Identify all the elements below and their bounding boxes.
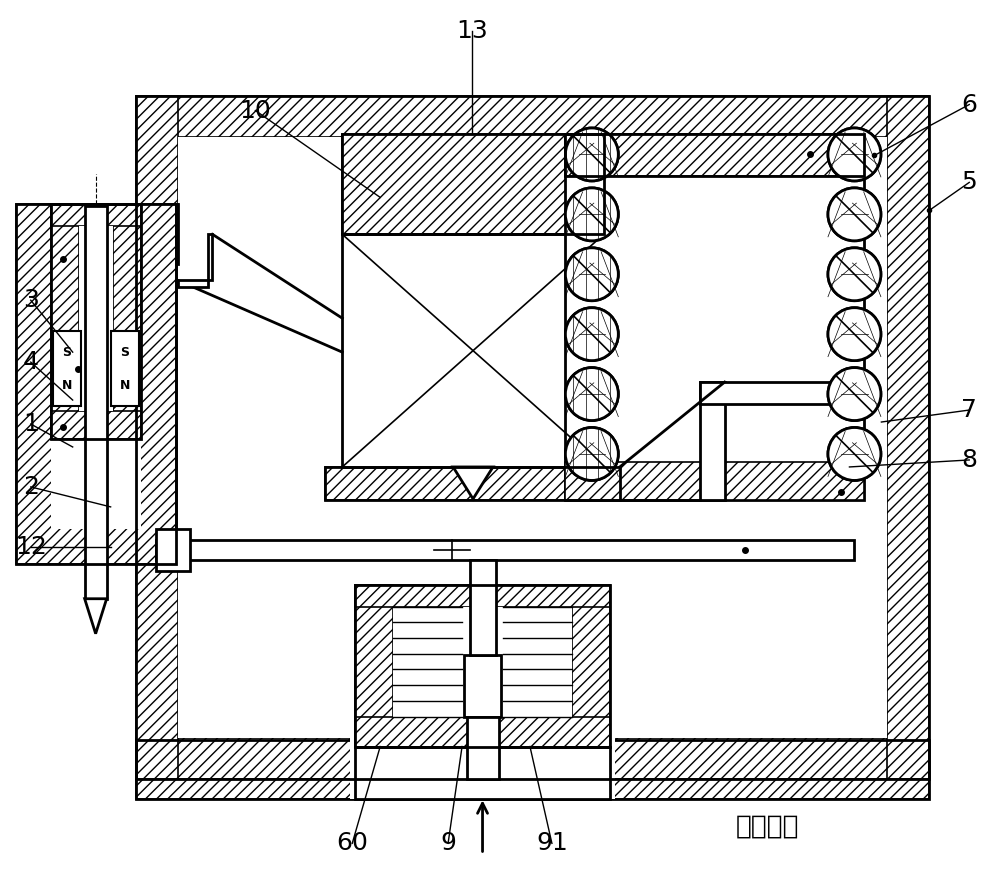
Bar (342, 134, 604, 235)
Text: 10: 10 (240, 99, 271, 123)
Bar (464, 655, 501, 717)
Circle shape (565, 427, 618, 480)
Bar (85, 207, 107, 599)
Bar (355, 585, 393, 746)
Circle shape (828, 128, 881, 181)
Bar (156, 528, 190, 571)
Bar (176, 204, 178, 264)
Bar (136, 738, 929, 780)
Text: 6: 6 (961, 92, 977, 117)
Bar (325, 467, 620, 500)
Bar (350, 734, 615, 800)
Bar (887, 96, 929, 780)
Bar (565, 134, 864, 176)
Circle shape (828, 427, 881, 480)
Text: 5: 5 (961, 170, 977, 194)
Bar (342, 235, 604, 467)
Bar (176, 204, 178, 264)
Text: 入口压力: 入口压力 (736, 814, 799, 840)
Bar (51, 411, 141, 439)
Text: N: N (62, 378, 72, 392)
Polygon shape (178, 235, 212, 287)
Circle shape (828, 368, 881, 420)
Text: 1: 1 (23, 412, 39, 436)
Text: 9: 9 (440, 831, 456, 855)
Bar (565, 462, 864, 500)
Bar (51, 239, 141, 528)
Bar (51, 204, 141, 227)
Text: N: N (119, 378, 130, 392)
Bar (700, 382, 864, 404)
Bar (565, 134, 864, 500)
Circle shape (565, 187, 618, 241)
Bar (79, 227, 113, 411)
Text: 7: 7 (961, 398, 977, 422)
Circle shape (828, 308, 881, 361)
Circle shape (565, 248, 618, 301)
Circle shape (565, 368, 618, 420)
Circle shape (828, 248, 881, 301)
Text: S: S (62, 345, 71, 358)
Text: 2: 2 (23, 475, 39, 499)
Text: 12: 12 (15, 535, 47, 559)
Bar (136, 739, 929, 800)
Circle shape (565, 308, 618, 361)
Bar (156, 540, 854, 560)
Bar (136, 96, 929, 780)
Bar (136, 96, 178, 780)
Bar (16, 204, 176, 564)
Text: 91: 91 (536, 831, 568, 855)
Text: 3: 3 (23, 289, 39, 312)
Bar (113, 204, 141, 439)
Bar (136, 739, 929, 800)
Circle shape (828, 368, 881, 420)
Polygon shape (453, 467, 493, 499)
Bar (355, 746, 610, 800)
Text: 60: 60 (336, 831, 368, 855)
Circle shape (828, 308, 881, 361)
Bar (393, 607, 572, 717)
Text: 8: 8 (961, 448, 977, 472)
Circle shape (565, 128, 618, 181)
Text: 13: 13 (456, 18, 488, 43)
Bar (16, 204, 176, 564)
Bar (355, 717, 610, 746)
Bar (136, 96, 929, 138)
Bar (51, 204, 79, 439)
Circle shape (828, 128, 881, 181)
Bar (325, 467, 620, 500)
Circle shape (828, 427, 881, 480)
Bar (111, 331, 139, 406)
Text: S: S (120, 345, 129, 358)
Text: 4: 4 (23, 351, 39, 374)
Bar (467, 717, 499, 780)
Bar (342, 134, 604, 235)
Circle shape (565, 308, 618, 361)
Circle shape (565, 128, 618, 181)
Bar (53, 331, 81, 406)
Bar (700, 382, 725, 500)
Bar (178, 138, 887, 738)
Circle shape (828, 187, 881, 241)
Circle shape (828, 187, 881, 241)
Bar (355, 585, 610, 746)
Circle shape (565, 187, 618, 241)
Circle shape (565, 368, 618, 420)
Bar (51, 204, 141, 439)
Bar (355, 585, 610, 607)
Bar (470, 560, 496, 655)
Bar (565, 134, 864, 176)
Bar (572, 585, 610, 746)
Circle shape (565, 427, 618, 480)
Polygon shape (85, 599, 107, 634)
Circle shape (828, 248, 881, 301)
Circle shape (565, 248, 618, 301)
